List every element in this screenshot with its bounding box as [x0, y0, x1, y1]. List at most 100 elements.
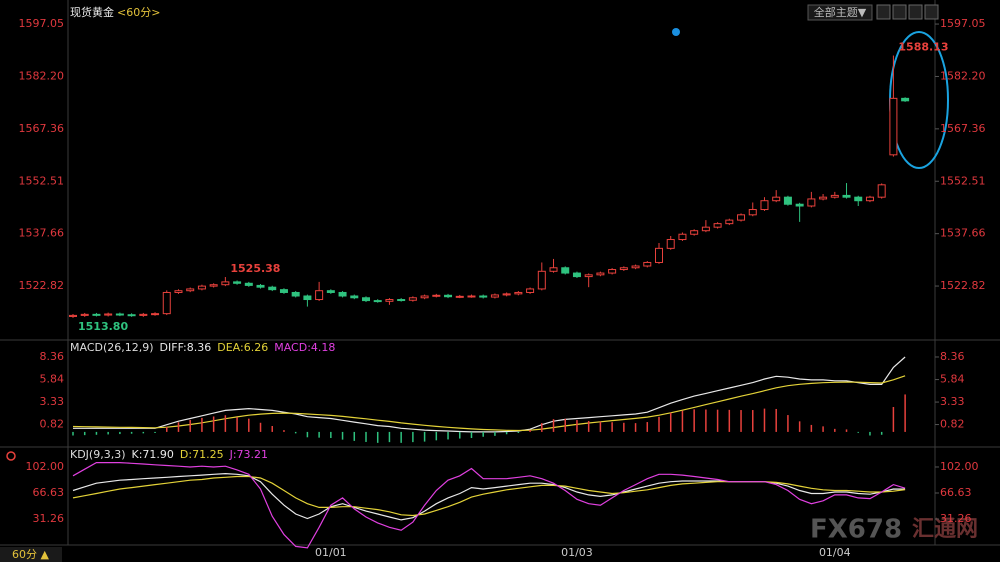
tool-button[interactable]: [892, 4, 907, 20]
y-tick-label: 1567.36: [940, 122, 986, 135]
y-tick-label: 1522.82: [940, 279, 986, 292]
candle-body: [807, 198, 816, 207]
candle-body: [655, 247, 663, 263]
macd-bar: [634, 423, 637, 432]
candle-body: [772, 196, 781, 202]
candle-body: [830, 194, 839, 198]
macd-bar: [822, 426, 824, 432]
candle-body: [397, 299, 406, 302]
macd-bar: [880, 431, 883, 435]
y-tick-label: 8.36: [40, 350, 65, 363]
y-tick-label: 102.00: [26, 460, 65, 473]
macd-bar: [470, 431, 473, 439]
y-tick-label: 1537.66: [19, 227, 65, 240]
macd-bar: [810, 424, 813, 432]
candle-body: [174, 290, 183, 293]
macd-bar: [294, 431, 297, 434]
macd-bar: [236, 417, 238, 432]
macd-bar: [212, 416, 215, 432]
settings-icon[interactable]: [6, 451, 16, 461]
candle-body: [362, 297, 370, 302]
candle-body: [432, 294, 441, 297]
tool-button[interactable]: [924, 4, 939, 20]
macd-bar: [423, 431, 426, 442]
y-tick-label: 102.00: [940, 460, 979, 473]
macd-bar: [658, 416, 660, 432]
macd-bar: [517, 431, 520, 433]
candle-body: [139, 313, 148, 316]
y-tick-label: 1582.20: [19, 69, 65, 82]
candle-body: [186, 288, 195, 292]
candle-body: [221, 281, 230, 286]
y-tick-label: 1582.20: [940, 69, 986, 82]
macd-bar: [283, 430, 285, 432]
candle-body: [490, 294, 499, 298]
candle-body: [596, 272, 605, 276]
candle-body: [467, 295, 476, 298]
candle-body: [279, 289, 288, 293]
macd-bar: [834, 428, 836, 432]
y-tick-label: 8.36: [940, 350, 965, 363]
candle-body: [268, 286, 277, 291]
candle-body: [244, 282, 253, 286]
macd-bar: [763, 408, 766, 432]
tool-button[interactable]: [876, 4, 891, 20]
macd-bar: [482, 431, 484, 437]
candle-body: [127, 314, 136, 317]
tool-button[interactable]: [908, 4, 923, 20]
macd-bar: [388, 431, 391, 443]
candle-body: [737, 214, 746, 221]
theme-button[interactable]: [807, 4, 873, 21]
macd-bar: [564, 418, 566, 432]
candle-body: [795, 203, 804, 207]
candle-body: [608, 269, 617, 274]
macd-bar: [119, 431, 121, 435]
candle-body: [713, 223, 722, 228]
macd-bar: [271, 425, 273, 432]
x-tick-label: 01/04: [819, 546, 851, 559]
y-tick-label: 3.33: [40, 395, 65, 408]
event-dot[interactable]: [672, 28, 680, 36]
macd-bar: [130, 431, 133, 434]
macd-bar: [353, 431, 356, 441]
candle-body: [783, 196, 792, 205]
macd-bar: [459, 431, 461, 439]
macd-bar: [95, 431, 98, 435]
y-tick-label: 31.26: [33, 512, 65, 525]
candle-body: [338, 291, 347, 297]
candle-body: [842, 194, 851, 198]
candle-body: [350, 295, 359, 299]
macd-bar: [505, 431, 508, 435]
macd-bar: [142, 431, 145, 434]
period-button[interactable]: [0, 547, 62, 562]
macd-bar: [857, 431, 859, 433]
macd-bar: [681, 410, 684, 432]
y-tick-label: 1552.51: [940, 174, 986, 187]
y-tick-label: 0.82: [940, 418, 965, 431]
y-tick-label: 1552.51: [19, 174, 65, 187]
candle-body: [115, 313, 124, 316]
y-tick-label: 1567.36: [19, 122, 65, 135]
symbol: 现货黄金: [70, 5, 114, 19]
macd-bar: [177, 422, 180, 432]
macd-bar: [259, 422, 262, 432]
candle-body: [420, 295, 429, 299]
legend-entry: DEA:6.26: [217, 341, 268, 354]
candle-body: [526, 288, 535, 293]
period-button-label[interactable]: 60分 ▲: [12, 548, 49, 561]
macd-bar: [669, 412, 672, 432]
theme-button-label[interactable]: 全部主题▼: [814, 5, 867, 19]
macd-bar: [529, 429, 531, 432]
candle-body: [315, 290, 324, 301]
price-annotation: 1588.13: [898, 41, 948, 54]
legend-entry: K:71.90: [132, 448, 174, 461]
candle-body: [865, 196, 874, 202]
candle-body: [256, 284, 265, 288]
macd-bar: [728, 409, 731, 432]
macd-bar: [752, 410, 754, 432]
macd-bar: [869, 431, 871, 436]
candle-body: [889, 97, 898, 156]
legend-entry: MACD:4.18: [274, 341, 335, 354]
